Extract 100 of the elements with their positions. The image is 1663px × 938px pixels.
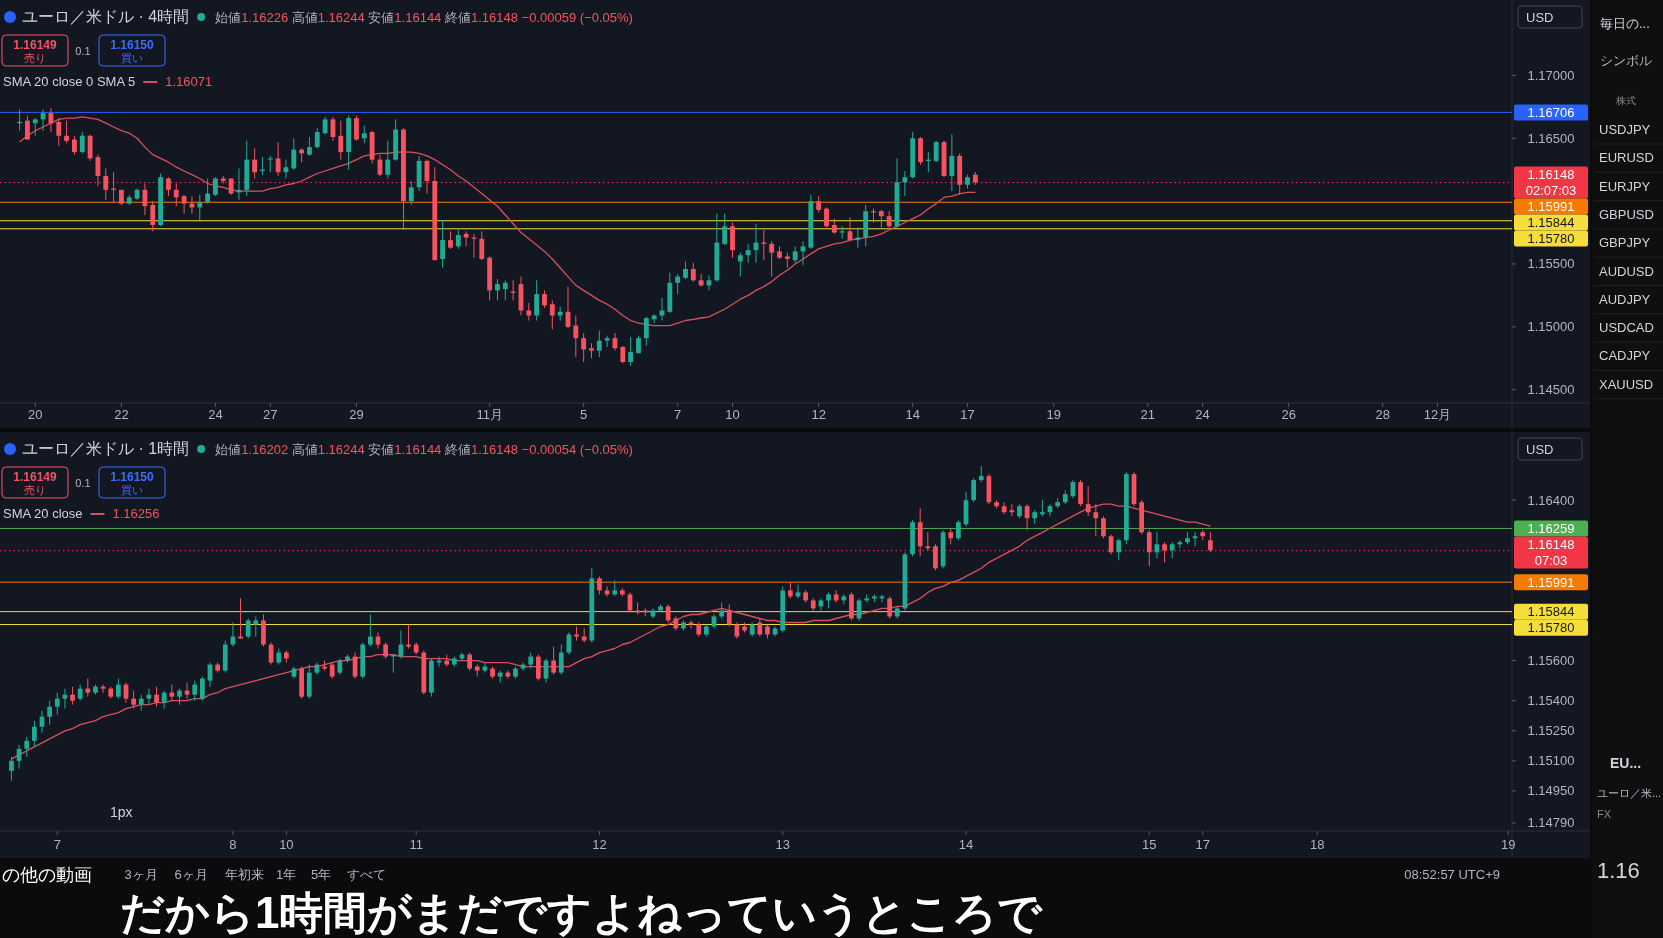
candlestick [9,756,14,782]
x-tick-label: 11 [409,837,423,852]
candlestick [502,279,508,301]
text: の他の動画 [2,865,92,885]
candlestick [368,613,373,648]
x-tick-label: 17 [1195,837,1210,852]
candlestick [314,127,320,149]
text: GBPUSD [1599,206,1654,222]
candlestick [495,278,500,301]
y-tick-label: 1.15500 [1527,256,1575,272]
candlestick [200,676,205,702]
x-tick-label: 15 [1142,837,1157,852]
candlestick [769,240,775,278]
candlestick [64,120,70,144]
ref-line-label: 1.15991 [1527,199,1575,215]
ref-line-label: 1.15991 [1527,574,1575,590]
candlestick [757,617,763,638]
y-tick-label: 1.16500 [1527,130,1575,146]
candlestick [338,120,344,161]
candlestick [385,140,391,179]
x-tick-label: 22 [114,407,129,422]
x-tick-label: 13 [775,837,790,852]
candlestick [479,230,485,261]
candlestick [150,200,156,232]
text: USD [1526,442,1554,457]
annotation: 1.16071 [165,74,213,89]
candlestick [1162,541,1167,563]
candlestick [173,183,179,207]
x-tick-label: 20 [28,407,43,422]
ref-line-label: 1.16706 [1527,104,1575,120]
x-tick-label: 24 [208,407,223,422]
candlestick [824,206,829,229]
candlestick [307,136,312,157]
ref-line-label: 1.15780 [1527,620,1575,636]
candlestick [47,700,52,726]
legend-label: SMA 20 close 0 SMA 5 [3,74,136,89]
y-tick-label: 1.16400 [1527,492,1575,508]
text: 6ヶ月 [174,867,208,882]
candlestick [581,332,587,363]
x-tick-label: 26 [1281,407,1296,422]
y-tick-label: 1.15250 [1527,723,1575,739]
candlestick [933,543,938,571]
ref-line-label: 1.16148 02:07:03 [1525,167,1577,199]
annotation: 1.16150 買い [110,38,155,64]
y-tick-label: 1.14500 [1527,382,1575,398]
annotation: 1px [110,804,133,820]
candlestick [56,117,62,147]
text: USD [1526,10,1554,25]
candlestick [887,595,892,619]
x-tick-label: 21 [1140,407,1155,422]
x-tick-label: 10 [725,407,740,422]
candlestick [85,678,91,698]
candlestick [1085,485,1091,517]
annotation: 1.16150 買い [110,470,155,496]
candlestick [79,131,85,154]
x-tick-label: 11月 [476,407,503,422]
x-tick-label: 14 [958,837,974,852]
candlestick [181,194,187,215]
x-tick-label: 19 [1500,837,1516,852]
candlestick [1208,531,1213,553]
candlestick [949,134,955,192]
candlestick [72,135,77,156]
text: ユーロ／米ドル · 4時間 [22,8,190,25]
text: USDCAD [1599,320,1654,336]
x-tick-label: 8 [229,837,237,852]
candlestick [573,315,579,358]
candlestick [32,720,37,748]
text: 1年 [275,867,297,882]
candlestick [574,625,579,642]
candlestick [726,603,732,627]
annotation: 1.16149 売り [13,470,58,496]
candlestick [408,180,414,206]
candlestick [48,107,54,133]
candlestick [406,623,411,650]
text: 1.16 [1597,858,1640,883]
candlestick [455,229,461,250]
ref-line-label: 1.16148 07:03 [1527,536,1575,568]
text: シンボル [1600,53,1652,68]
candlestick [40,108,46,132]
x-tick-label: 14 [905,407,920,422]
candlestick [213,176,218,197]
annotation: 1.16256 [112,506,160,521]
candlestick [549,299,555,330]
candlestick [971,477,976,503]
ref-line-label: 1.15844 [1527,604,1575,620]
x-tick-label: 28 [1375,407,1390,422]
x-tick-label: 12 [592,837,607,852]
candlestick [536,654,541,682]
text: AUDUSD [1599,263,1654,279]
annotation: 1.16149 売り [13,38,58,64]
y-tick-label: 1.15000 [1527,319,1575,335]
text: AUDJPY [1599,291,1651,307]
x-tick-label: 5 [580,407,588,422]
candlestick [1146,529,1152,567]
text: 始値1.16202 高値1.16244 安値1.16144 終値1.16148 −0.00054 (−0.05%) [215,442,633,457]
candlestick [596,330,602,358]
x-tick-label: 17 [960,407,975,422]
candlestick [197,194,203,221]
candlestick [675,273,681,295]
candlestick [597,575,602,595]
